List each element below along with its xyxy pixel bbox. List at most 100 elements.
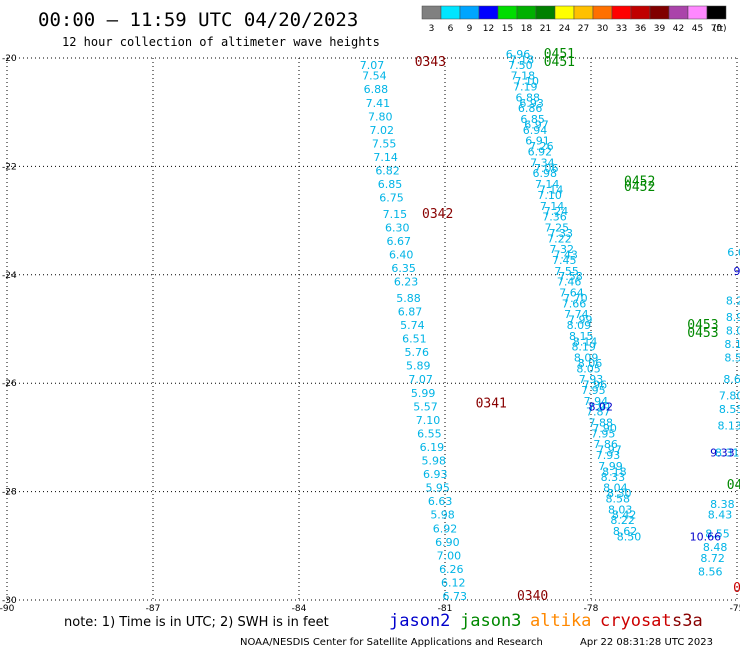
legend-label: 33 bbox=[616, 24, 627, 34]
legend-swatch bbox=[630, 5, 651, 20]
x-tick-label: -90 bbox=[0, 604, 15, 614]
swh-value-label: 7.14 bbox=[539, 184, 564, 197]
swh-value-label: 7.58 bbox=[558, 270, 583, 283]
pass-time-label: 0 bbox=[733, 581, 740, 596]
swh-value-label: 7.10 bbox=[515, 75, 540, 88]
swh-value-label: 7.55 bbox=[372, 137, 397, 150]
swh-value-label: 7.07 bbox=[408, 373, 433, 386]
swh-value-label: 6.88 bbox=[364, 83, 389, 96]
plot-grid bbox=[6, 57, 738, 601]
swh-value-label: 8.55 bbox=[719, 403, 740, 416]
swh-value-label: 8.06 bbox=[578, 357, 603, 370]
legend-label: 42 bbox=[673, 24, 684, 34]
pass-time-label: 0342 bbox=[422, 207, 453, 222]
legend-label: 39 bbox=[654, 24, 666, 34]
swh-value-label: 6.90 bbox=[435, 536, 460, 549]
swh-value-label: 8.43 bbox=[708, 509, 733, 522]
legend-label: 36 bbox=[635, 24, 647, 34]
swh-value-label: 6.94 bbox=[523, 124, 548, 137]
swh-value-label: 8.04 bbox=[603, 482, 628, 495]
y-tick-label: -30 bbox=[2, 596, 17, 606]
legend-swatch bbox=[611, 5, 632, 20]
swh-value-label: 5.95 bbox=[425, 482, 450, 495]
swh-value-label: 6.30 bbox=[385, 221, 410, 234]
legend-swatch bbox=[459, 5, 480, 20]
swh-value-label: 7.96 bbox=[583, 379, 608, 392]
swh-value-label: 7.14 bbox=[373, 151, 398, 164]
swh-value-label: 7.87 bbox=[586, 406, 611, 419]
pass-time-label: 0452 bbox=[624, 174, 655, 189]
legend-swatch bbox=[573, 5, 594, 20]
legend-swatch bbox=[687, 5, 708, 20]
pass-time-label: 0451 bbox=[544, 55, 575, 70]
swh-value-label: 6.12 bbox=[441, 576, 466, 589]
swh-value-label: 6.92 bbox=[528, 146, 553, 159]
swh-value-label: 6.73 bbox=[442, 590, 467, 603]
footer-note: note: 1) Time is in UTC; 2) SWH is in fe… bbox=[64, 615, 329, 630]
swh-value-label: 6.87 bbox=[398, 305, 423, 318]
swh-value-label: 7.93 bbox=[579, 373, 604, 386]
swh-value-label: 8.18 bbox=[602, 465, 627, 478]
swh-value-label: 7.70 bbox=[563, 292, 588, 305]
swh-value-label: 5.74 bbox=[400, 319, 425, 332]
swh-value-label: 8.30 bbox=[607, 487, 632, 500]
swh-value-label: 7.95 bbox=[591, 427, 616, 440]
pass-time-label: 0343 bbox=[415, 55, 446, 70]
swh-value-label: 7.74 bbox=[564, 308, 589, 321]
swh-value-label: 6.23 bbox=[394, 276, 419, 289]
footer-timestamp: Apr 22 08:31:28 UTC 2023 bbox=[580, 637, 713, 648]
swh-value-label: 6.93 bbox=[519, 97, 544, 110]
legend-swatch bbox=[516, 5, 537, 20]
legend-label: 24 bbox=[559, 24, 571, 34]
swh-value-label: 8.38 bbox=[710, 498, 735, 511]
color-legend: 3 6 9 12 15 18 21 24 27 30 33 36 39 42 45 70 bbox=[421, 5, 727, 34]
swh-value-label: 7.91 bbox=[588, 400, 613, 413]
swh-value-label: 7.99 bbox=[598, 460, 623, 473]
swh-value-label: 7.97 bbox=[597, 444, 622, 457]
swh-value-label: 7.46 bbox=[557, 276, 582, 289]
swh-value-label: 6.85 bbox=[520, 113, 545, 126]
swh-value-label: 6.93 bbox=[423, 468, 448, 481]
swh-value-label: 8.58 bbox=[606, 492, 631, 505]
chart-subtitle: 12 hour collection of altimeter wave hei… bbox=[62, 35, 380, 49]
swh-value-label: 7.43 bbox=[553, 249, 578, 262]
swh-value-label: 7.19 bbox=[513, 81, 538, 94]
swh-value-label: 7.93 bbox=[596, 449, 621, 462]
swh-value-label: 6.19 bbox=[420, 441, 445, 454]
legend-swatch bbox=[535, 5, 556, 20]
swh-value-label: 8.31 bbox=[715, 446, 740, 459]
y-tick-label: -20 bbox=[2, 54, 17, 64]
legend-label: 9 bbox=[467, 24, 473, 34]
legend-label: 18 bbox=[521, 24, 533, 34]
legend-label: 45 bbox=[692, 24, 703, 34]
swh-value-label: 6.26 bbox=[439, 563, 464, 576]
swh-value-label: 7.86 bbox=[593, 438, 618, 451]
swh-value-label: 8.13 bbox=[717, 419, 740, 432]
swh-value-label: 7.07 bbox=[360, 59, 385, 72]
swh-value-label: 8.50 bbox=[617, 530, 642, 543]
satellite-name: jason2 bbox=[389, 611, 450, 631]
swh-value-label: 8.09 bbox=[574, 352, 599, 365]
pass-time-label: 0453 bbox=[687, 318, 718, 333]
pass-time-label: 0453 bbox=[687, 326, 718, 341]
swh-value-label: 7.95 bbox=[581, 384, 606, 397]
swh-value-label: 5.99 bbox=[411, 387, 436, 400]
swh-value-label: 10.66 bbox=[690, 530, 722, 543]
swh-value-label: 6.55 bbox=[417, 427, 442, 440]
swh-value-label: 5.98 bbox=[422, 455, 447, 468]
legend-swatch bbox=[421, 5, 442, 20]
legend-label: 12 bbox=[483, 24, 494, 34]
swh-value-label: 6.75 bbox=[379, 192, 404, 205]
x-tick-label: -87 bbox=[146, 604, 161, 614]
legend-swatch bbox=[554, 5, 575, 20]
x-tick-label: -84 bbox=[292, 604, 307, 614]
pass-time-label: 0452 bbox=[624, 180, 655, 195]
satellite-name: jason3 bbox=[460, 611, 521, 631]
swh-value-label: 5.89 bbox=[406, 360, 431, 373]
swh-value-label: 7.45 bbox=[552, 254, 577, 267]
swh-value-label: 8.5 bbox=[724, 352, 740, 365]
swh-value-label: 7.88 bbox=[588, 417, 613, 430]
swh-value-label: 6.63 bbox=[428, 495, 453, 508]
swh-value-label: 8.2 bbox=[726, 295, 740, 308]
y-tick-label: -26 bbox=[2, 379, 17, 389]
